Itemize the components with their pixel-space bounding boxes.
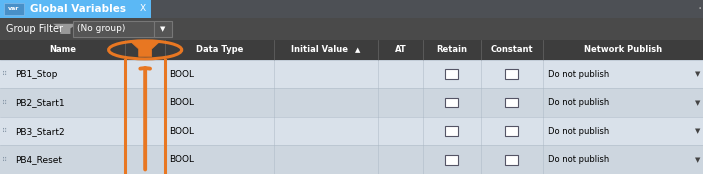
- Text: ▼: ▼: [695, 128, 701, 134]
- FancyBboxPatch shape: [446, 126, 458, 136]
- Text: Global Variables: Global Variables: [30, 4, 126, 14]
- FancyBboxPatch shape: [0, 40, 703, 60]
- FancyBboxPatch shape: [0, 88, 703, 117]
- FancyBboxPatch shape: [0, 0, 703, 18]
- FancyBboxPatch shape: [0, 18, 703, 40]
- Text: ⠿: ⠿: [2, 157, 8, 163]
- Text: Do not publish: Do not publish: [548, 98, 610, 107]
- Text: ⠿: ⠿: [2, 128, 8, 134]
- FancyBboxPatch shape: [446, 155, 458, 165]
- Text: ▲: ▲: [355, 47, 360, 53]
- Text: Constant: Constant: [491, 45, 533, 54]
- Text: Initial Value: Initial Value: [290, 45, 348, 54]
- FancyBboxPatch shape: [505, 155, 518, 165]
- FancyBboxPatch shape: [4, 3, 24, 15]
- Text: BOOL: BOOL: [169, 155, 195, 164]
- Text: ⠿: ⠿: [2, 71, 8, 77]
- Text: X: X: [140, 5, 146, 13]
- Text: ▼: ▼: [695, 71, 701, 77]
- FancyBboxPatch shape: [73, 21, 154, 37]
- Text: ·: ·: [697, 2, 702, 16]
- Text: Group Filter: Group Filter: [6, 24, 63, 34]
- FancyBboxPatch shape: [0, 60, 703, 88]
- Text: BOOL: BOOL: [169, 127, 195, 136]
- Text: BOOL: BOOL: [169, 98, 195, 107]
- FancyBboxPatch shape: [446, 98, 458, 107]
- FancyBboxPatch shape: [446, 69, 458, 79]
- Text: PB1_Stop: PB1_Stop: [15, 70, 58, 79]
- Polygon shape: [53, 24, 78, 34]
- Text: PB4_Reset: PB4_Reset: [15, 155, 63, 164]
- Text: BOOL: BOOL: [169, 70, 195, 79]
- Text: ▼: ▼: [695, 157, 701, 163]
- Text: Data Type: Data Type: [196, 45, 243, 54]
- Text: Retain: Retain: [436, 45, 467, 54]
- Text: Network Publish: Network Publish: [583, 45, 662, 54]
- Text: PB2_Start1: PB2_Start1: [15, 98, 65, 107]
- Text: ⠿: ⠿: [2, 100, 8, 106]
- Text: AT: AT: [394, 45, 406, 54]
- Text: PB3_Start2: PB3_Start2: [15, 127, 65, 136]
- FancyBboxPatch shape: [0, 18, 703, 19]
- FancyBboxPatch shape: [505, 98, 518, 107]
- FancyBboxPatch shape: [505, 69, 518, 79]
- FancyBboxPatch shape: [154, 21, 172, 37]
- FancyBboxPatch shape: [0, 145, 703, 174]
- FancyBboxPatch shape: [0, 0, 151, 18]
- Text: ▼: ▼: [695, 100, 701, 106]
- FancyBboxPatch shape: [0, 117, 703, 145]
- Text: Do not publish: Do not publish: [548, 155, 610, 164]
- FancyBboxPatch shape: [505, 126, 518, 136]
- Text: (No group): (No group): [77, 24, 126, 33]
- Text: Do not publish: Do not publish: [548, 70, 610, 79]
- Polygon shape: [129, 41, 160, 56]
- Text: Name: Name: [49, 45, 76, 54]
- Text: Do not publish: Do not publish: [548, 127, 610, 136]
- Text: ▼: ▼: [160, 26, 165, 32]
- Text: var: var: [8, 6, 20, 11]
